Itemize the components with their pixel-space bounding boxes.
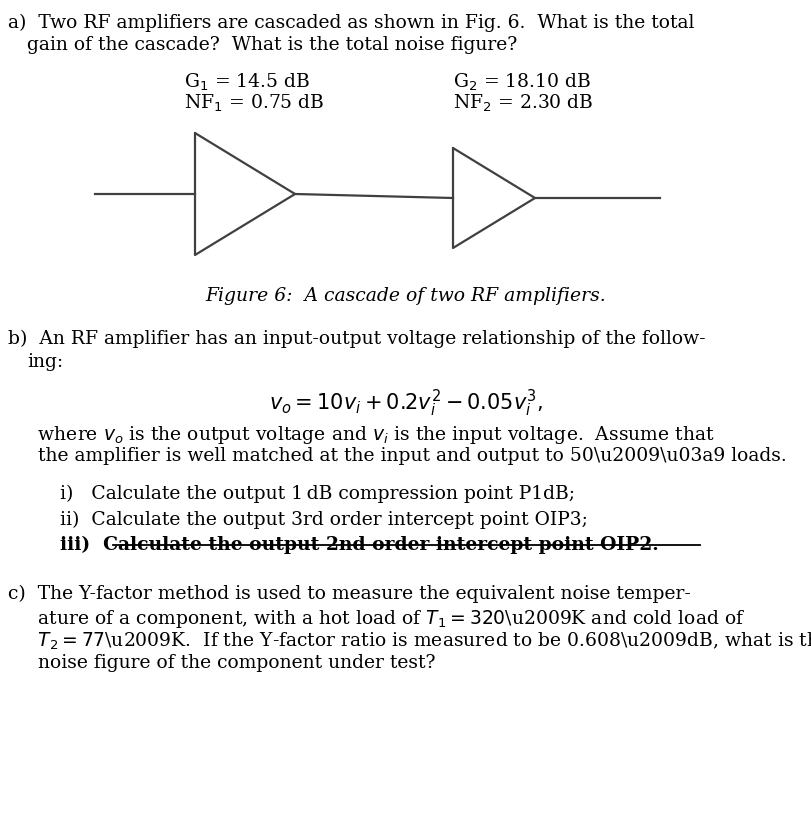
Text: ii)  Calculate the output 3rd order intercept point OIP3;: ii) Calculate the output 3rd order inter… xyxy=(60,511,587,529)
Text: where $v_o$ is the output voltage and $v_i$ is the input voltage.  Assume that: where $v_o$ is the output voltage and $v… xyxy=(8,424,714,446)
Text: G$_2$ = 18.10 dB: G$_2$ = 18.10 dB xyxy=(453,72,590,93)
Text: ing:: ing: xyxy=(27,353,63,371)
Text: $T_2 = 77$\u2009K.  If the Y-factor ratio is measured to be 0.608\u2009dB, what : $T_2 = 77$\u2009K. If the Y-factor ratio… xyxy=(8,631,811,652)
Text: i)   Calculate the output 1 dB compression point P1dB;: i) Calculate the output 1 dB compression… xyxy=(60,485,574,503)
Text: NF$_2$ = 2.30 dB: NF$_2$ = 2.30 dB xyxy=(453,93,593,114)
Text: iii)  Calculate the output 2nd order intercept point OIP2.: iii) Calculate the output 2nd order inte… xyxy=(60,536,658,554)
Text: G$_1$ = 14.5 dB: G$_1$ = 14.5 dB xyxy=(184,72,310,93)
Text: gain of the cascade?  What is the total noise figure?: gain of the cascade? What is the total n… xyxy=(27,36,517,54)
Text: the amplifier is well matched at the input and output to 50\u2009\u03a9 loads.: the amplifier is well matched at the inp… xyxy=(8,447,786,465)
Text: noise figure of the component under test?: noise figure of the component under test… xyxy=(8,654,435,672)
Text: a)  Two RF amplifiers are cascaded as shown in Fig. 6.  What is the total: a) Two RF amplifiers are cascaded as sho… xyxy=(8,14,693,33)
Text: c)  The Y-factor method is used to measure the equivalent noise temper-: c) The Y-factor method is used to measur… xyxy=(8,585,690,603)
Text: ature of a component, with a hot load of $T_1 = 320$\u2009K and cold load of: ature of a component, with a hot load of… xyxy=(8,608,744,630)
Text: $v_o = 10v_i + 0.2v_i^2 - 0.05v_i^3,$: $v_o = 10v_i + 0.2v_i^2 - 0.05v_i^3,$ xyxy=(268,388,543,419)
Text: Figure 6:  A cascade of two RF amplifiers.: Figure 6: A cascade of two RF amplifiers… xyxy=(205,287,606,305)
Text: b)  An RF amplifier has an input-output voltage relationship of the follow-: b) An RF amplifier has an input-output v… xyxy=(8,330,705,348)
Text: NF$_1$ = 0.75 dB: NF$_1$ = 0.75 dB xyxy=(184,93,324,114)
